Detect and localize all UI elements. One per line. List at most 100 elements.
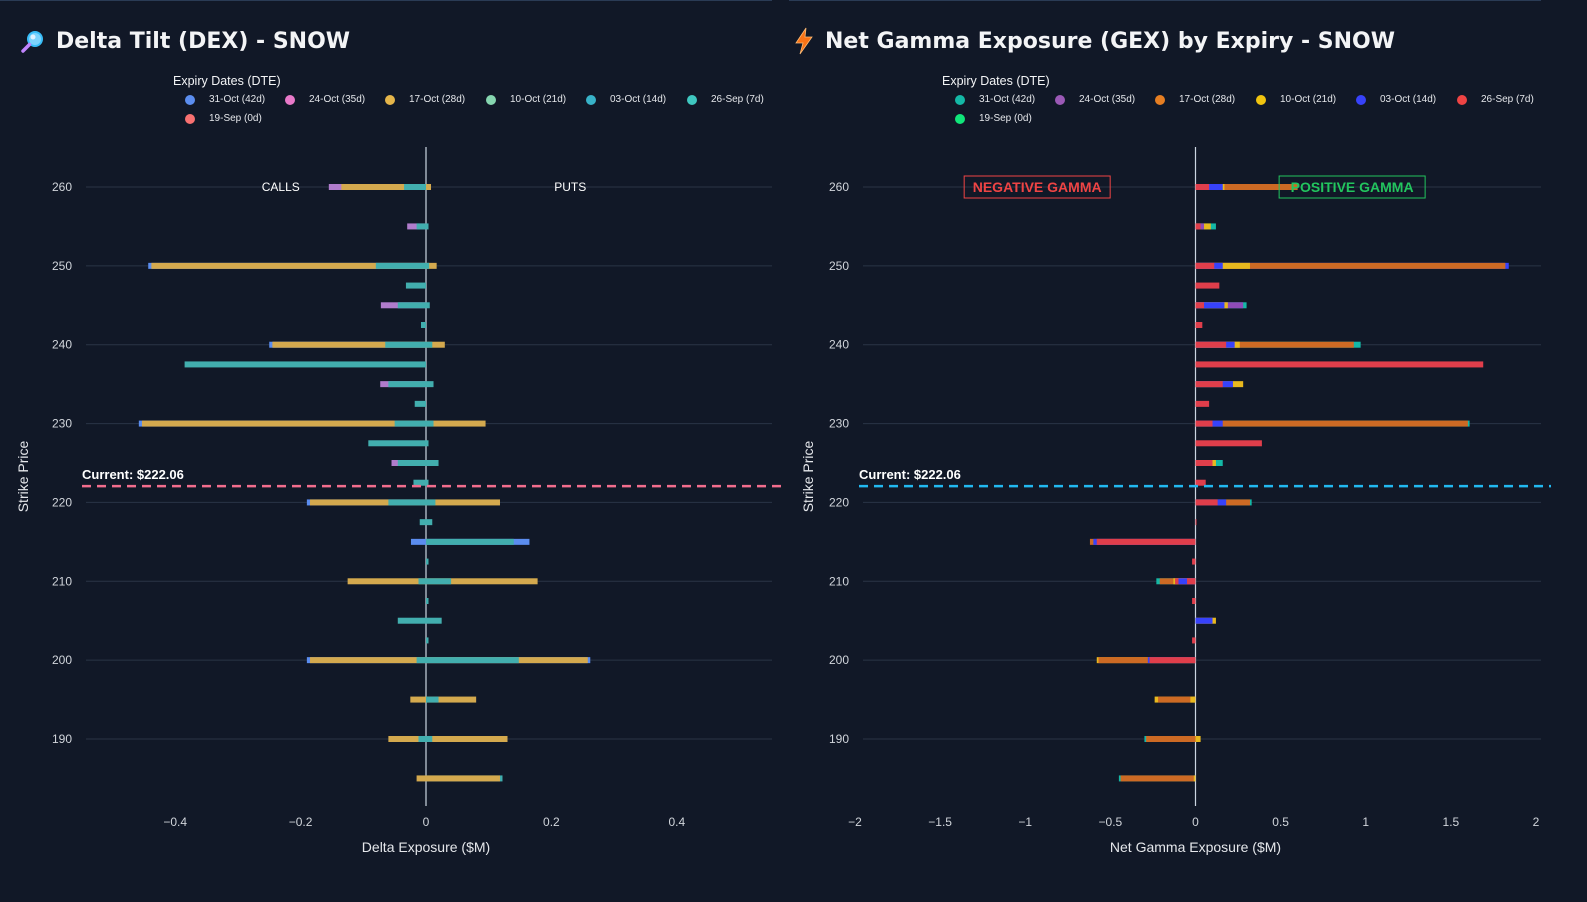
legend-item[interactable]: 24-Oct (35d) [285,94,365,105]
dex-bar-segment [375,262,426,269]
y-axis-label: Strike Price [800,441,816,513]
legend-label: 24-Oct (35d) [1079,94,1136,105]
x-tick-label: −1.5 [928,815,952,829]
magnifier-icon [21,31,43,53]
dex-bar-segment [426,184,432,190]
gex-bar-segment [1195,381,1223,388]
dex-bar-segment [416,775,426,782]
legend-item[interactable]: 19-Sep (0d) [185,113,262,124]
dex-bar-segment [426,775,500,782]
dex-legend-title: Expiry Dates (DTE) [173,74,281,88]
dex-bar-segment [404,184,426,190]
legend-item[interactable]: 31-Oct (42d) [185,94,265,105]
legend-marker [1457,94,1467,105]
side-annotation: CALLS [262,180,300,194]
dex-bar-segment [388,736,426,742]
dex-panel: Delta Tilt (DEX) - SNOW Expiry Dates (DT… [0,0,785,902]
gex-bar-segment [1158,696,1196,703]
dex-bar-segment [426,637,429,644]
legend-item[interactable]: 17-Oct (28d) [385,94,465,105]
legend-item[interactable]: 26-Sep (7d) [687,94,764,105]
legend-marker [1356,94,1366,105]
x-tick-label: 0.2 [543,815,560,829]
legend-label: 19-Sep (0d) [209,113,262,124]
legend-item[interactable]: 10-Oct (21d) [486,94,566,105]
dex-bar-segment [310,657,426,664]
legend-item[interactable]: 10-Oct (21d) [1256,94,1336,105]
gex-title: Net Gamma Exposure (GEX) by Expiry - SNO… [793,24,1395,58]
gamma-annotation-box [1278,175,1426,199]
gex-bar-segment [1195,184,1210,190]
legend-label: 10-Oct (21d) [510,94,567,105]
dex-bar-segment [414,400,426,407]
y-tick-label: 250 [829,259,849,273]
legend-item[interactable]: 31-Oct (42d) [955,94,1035,105]
x-tick-label: 0.4 [668,815,685,829]
gex-bar-segment [1195,341,1227,348]
x-tick-label: −0.2 [289,815,313,829]
y-tick-label: 210 [829,574,849,588]
legend-marker [1155,94,1165,105]
current-price-label: Current: $222.06 [859,467,961,482]
legend-label: 03-Oct (14d) [1380,94,1437,105]
legend-item[interactable]: 03-Oct (14d) [586,94,666,105]
dex-bar-segment [426,558,429,565]
gex-bar-segment [1193,775,1196,782]
legend-item[interactable]: 26-Sep (7d) [1457,94,1534,105]
dex-bar-segment [394,420,426,427]
legend-label: 19-Sep (0d) [979,113,1032,124]
legend-label: 10-Oct (21d) [1280,94,1337,105]
gex-chart: 190 200 210 220 230 240 250 260 −2 −1.5 −1 −0.5 0 0.5… [800,147,1551,855]
legend-item[interactable]: 19-Sep (0d) [955,113,1032,124]
dex-bar-segment [426,479,429,486]
y-tick-label: 190 [829,732,849,746]
gex-panel: Net Gamma Exposure (GEX) by Expiry - SNO… [785,0,1587,902]
legend-marker [486,94,496,105]
legend-item[interactable]: 17-Oct (28d) [1155,94,1235,105]
gex-bar-segment [1192,598,1196,604]
dex-bar-segment [426,657,519,664]
gex-bar-segment [1146,736,1196,742]
x-tick-label: 1.5 [1443,815,1460,829]
x-tick-label: −0.4 [163,815,187,829]
x-tick-label: −0.5 [1099,815,1123,829]
legend-marker [385,94,395,105]
gex-bar-segment [1149,657,1196,664]
dex-bar-segment [141,420,426,427]
dex-bar-segment [426,617,442,624]
legend-label: 24-Oct (35d) [309,94,366,105]
dex-bar-segment [341,184,426,190]
gamma-annotation-label: NEGATIVE GAMMA [973,179,1102,195]
x-axis-label: Delta Exposure ($M) [362,839,490,855]
gex-bar-segment [1195,460,1213,466]
x-tick-label: −1 [1018,815,1032,829]
gex-bar-segment [1195,302,1205,309]
legend-item[interactable]: 24-Oct (35d) [1055,94,1135,105]
top-divider [0,0,772,1]
dex-bar-segment [426,262,430,269]
dex-bar-segment [426,736,508,742]
gex-bar-segment [1192,637,1196,644]
gex-bar-segment [1195,184,1298,190]
gex-bar-segment [1195,736,1201,742]
dex-bar-segment [426,420,434,427]
gex-bar-segment [1096,538,1196,545]
legend-marker [185,113,195,124]
dex-bar-segment [426,598,429,604]
dex-bar-segment [426,499,500,506]
dex-bar-segment [416,223,426,230]
y-tick-label: 250 [52,259,72,273]
legend-item[interactable]: 03-Oct (14d) [1356,94,1436,105]
dex-bar-segment [385,341,426,348]
gex-bar-segment [1098,657,1196,664]
legend-label: 26-Sep (7d) [711,94,764,105]
gex-bar-segment [1195,302,1225,309]
dex-bar-segment [397,617,426,624]
y-tick-label: 210 [52,574,72,588]
side-annotation: PUTS [554,180,586,194]
dex-bar-segment [426,302,430,309]
dex-bar-segment [272,341,426,348]
dex-bar-segment [419,519,426,526]
gex-bar-segment [1195,420,1468,427]
dex-bar-segment [388,381,426,388]
